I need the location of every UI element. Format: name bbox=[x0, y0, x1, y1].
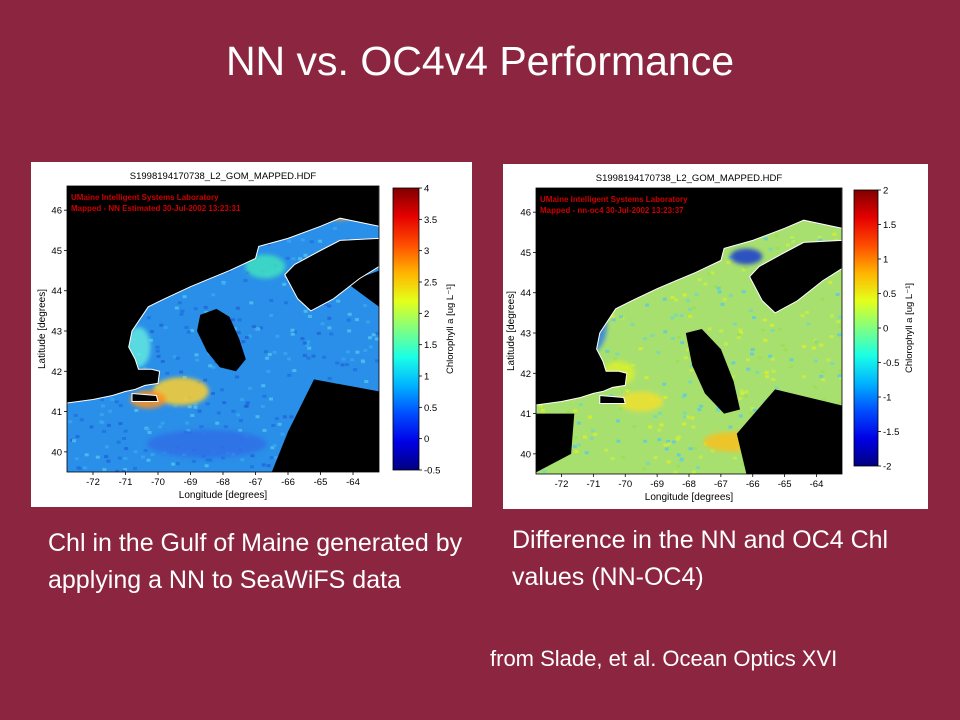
map-title: S1998194170738_L2_GOM_MAPPED.HDF bbox=[596, 173, 783, 184]
x-tick-label: -67 bbox=[714, 479, 728, 490]
no-data-region bbox=[271, 379, 379, 472]
x-tick-label: -69 bbox=[184, 477, 198, 488]
x-tick-label: -66 bbox=[746, 479, 760, 490]
colorbar-tick-label: 0 bbox=[424, 434, 429, 445]
colorbar-tick-label: -1 bbox=[883, 393, 891, 404]
value-patches bbox=[126, 200, 356, 458]
land-nova-scotia bbox=[748, 239, 842, 314]
y-tick-label: 44 bbox=[520, 288, 531, 299]
colorbar-tick-label: 1 bbox=[883, 255, 888, 266]
colorbar-tick-label: 2 bbox=[883, 186, 888, 197]
colorbar-tick-label: 4 bbox=[424, 184, 429, 195]
y-tick-label: 40 bbox=[51, 447, 62, 458]
colorbar bbox=[853, 189, 879, 467]
land-mainland bbox=[536, 188, 842, 406]
no-data-region bbox=[346, 270, 379, 307]
y-tick-label: 46 bbox=[51, 206, 62, 217]
colorbar-label: Chlorophyll a [ug L⁻¹] bbox=[445, 284, 456, 374]
no-data-region bbox=[536, 413, 575, 473]
map-title: S1998194170738_L2_GOM_MAPPED.HDF bbox=[130, 171, 317, 182]
colorbar-tick-label: -2 bbox=[883, 462, 891, 473]
y-tick-label: 45 bbox=[51, 246, 62, 257]
x-tick-label: -65 bbox=[314, 477, 328, 488]
map-annotation: Mapped - nn-oc4 30-Jul-2002 13:23:37 bbox=[540, 206, 684, 215]
y-tick-label: 41 bbox=[520, 409, 531, 420]
chl-map-panel: S1998194170738_L2_GOM_MAPPED.HDF UMaine I… bbox=[31, 162, 472, 507]
colorbar-tick-label: 0.5 bbox=[883, 289, 896, 300]
colorbar-tick-label: 3.5 bbox=[424, 215, 437, 226]
colorbar-tick-label: 2 bbox=[424, 309, 429, 320]
x-tick-label: -68 bbox=[682, 479, 696, 490]
map-annotation: UMaine Intelligent Systems Laboratory bbox=[540, 195, 688, 204]
colorbar-tick-label: 0 bbox=[883, 324, 888, 335]
map-annotation: Mapped - NN Estimated 30-Jul-2002 13:23:… bbox=[71, 204, 241, 213]
x-tick-label: -72 bbox=[86, 477, 100, 488]
land-island bbox=[599, 394, 626, 404]
y-tick-label: 45 bbox=[520, 248, 531, 259]
colorbar-tick-label: 1 bbox=[424, 372, 429, 383]
x-tick-label: -71 bbox=[587, 479, 601, 490]
difference-map-panel: S1998194170738_L2_GOM_MAPPED.HDF UMaine I… bbox=[503, 164, 928, 509]
colorbar-label: Chlorophyll a [ug L⁻¹] bbox=[904, 283, 915, 373]
colorbar-tick-label: -0.5 bbox=[883, 358, 899, 369]
y-tick-label: 41 bbox=[51, 407, 62, 418]
x-tick-label: -65 bbox=[778, 479, 792, 490]
y-tick-label: 42 bbox=[51, 367, 62, 378]
no-data-region bbox=[197, 308, 246, 372]
x-tick-label: -67 bbox=[249, 477, 263, 488]
x-tick-label: -66 bbox=[281, 477, 295, 488]
x-axis-label: Longitude [degrees] bbox=[179, 490, 268, 501]
colorbar-tick-label: -0.5 bbox=[424, 466, 440, 477]
colorbar bbox=[392, 187, 420, 471]
colorbar-tick-label: 0.5 bbox=[424, 403, 437, 414]
x-tick-label: -69 bbox=[650, 479, 664, 490]
source-note: from Slade, et al. Ocean Optics XVI bbox=[490, 646, 838, 671]
no-data-region bbox=[685, 329, 740, 414]
y-axis-label: Latitude [degrees] bbox=[506, 291, 517, 371]
x-tick-label: -70 bbox=[151, 477, 165, 488]
x-tick-label: -72 bbox=[555, 479, 569, 490]
map-image bbox=[536, 188, 842, 474]
map-image bbox=[67, 186, 379, 472]
x-tick-label: -70 bbox=[618, 479, 632, 490]
colorbar-tick-label: 3 bbox=[424, 246, 429, 257]
y-tick-label: 42 bbox=[520, 369, 531, 380]
map-annotation: UMaine Intelligent Systems Laboratory bbox=[71, 193, 219, 202]
y-tick-label: 43 bbox=[51, 327, 62, 338]
x-tick-label: -64 bbox=[810, 479, 824, 490]
x-tick-label: -64 bbox=[346, 477, 360, 488]
chl-map-figure: S1998194170738_L2_GOM_MAPPED.HDF UMaine I… bbox=[37, 171, 456, 501]
x-tick-label: -68 bbox=[216, 477, 230, 488]
no-data-region bbox=[736, 389, 842, 474]
y-tick-label: 43 bbox=[520, 329, 531, 340]
land-nova-scotia bbox=[284, 237, 379, 312]
caption-right: Difference in the NN and OC4 Chl values … bbox=[512, 526, 889, 591]
difference-map-figure: S1998194170738_L2_GOM_MAPPED.HDF UMaine I… bbox=[506, 173, 915, 503]
colorbar-tick-label: -1.5 bbox=[883, 427, 899, 438]
y-tick-label: 40 bbox=[520, 449, 531, 460]
y-axis-label: Latitude [degrees] bbox=[37, 289, 48, 369]
slide-title: NN vs. OC4v4 Performance bbox=[225, 38, 735, 84]
colorbar-tick-label: 1.5 bbox=[883, 220, 896, 231]
y-tick-label: 46 bbox=[520, 208, 531, 219]
colorbar-tick-label: 1.5 bbox=[424, 340, 437, 351]
colorbar-tick-label: 2.5 bbox=[424, 278, 437, 289]
land-mainland bbox=[67, 186, 379, 404]
x-tick-label: -71 bbox=[119, 477, 133, 488]
caption-left: Chl in the Gulf of Maine generated by ap… bbox=[48, 529, 463, 594]
x-axis-label: Longitude [degrees] bbox=[645, 492, 734, 503]
y-tick-label: 44 bbox=[51, 286, 62, 297]
land-island bbox=[131, 392, 159, 402]
